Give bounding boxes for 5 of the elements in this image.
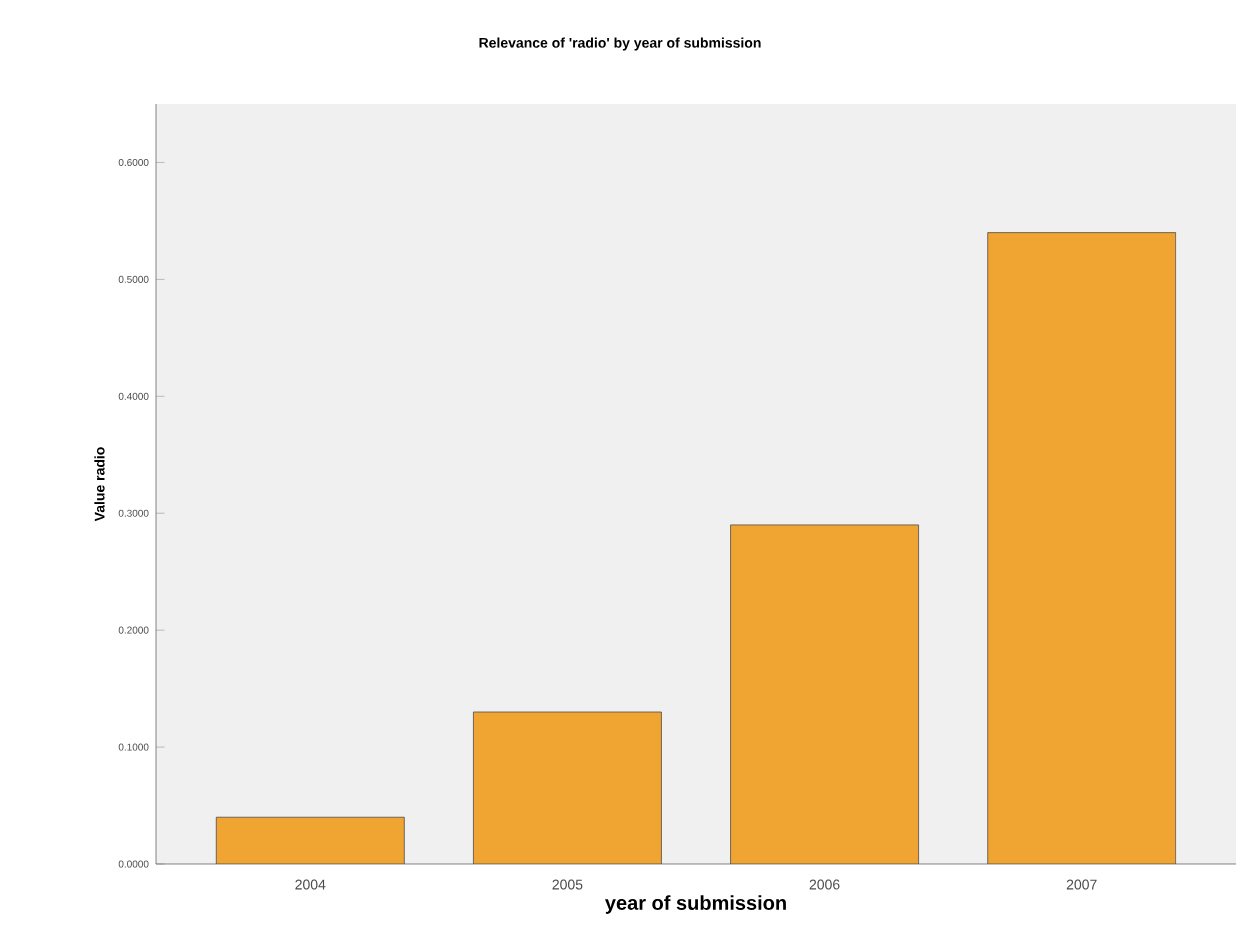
bar	[987, 232, 1177, 864]
x-axis-title: year of submission	[605, 895, 786, 914]
bar	[215, 816, 405, 864]
bar	[730, 524, 919, 864]
bar	[473, 711, 662, 864]
